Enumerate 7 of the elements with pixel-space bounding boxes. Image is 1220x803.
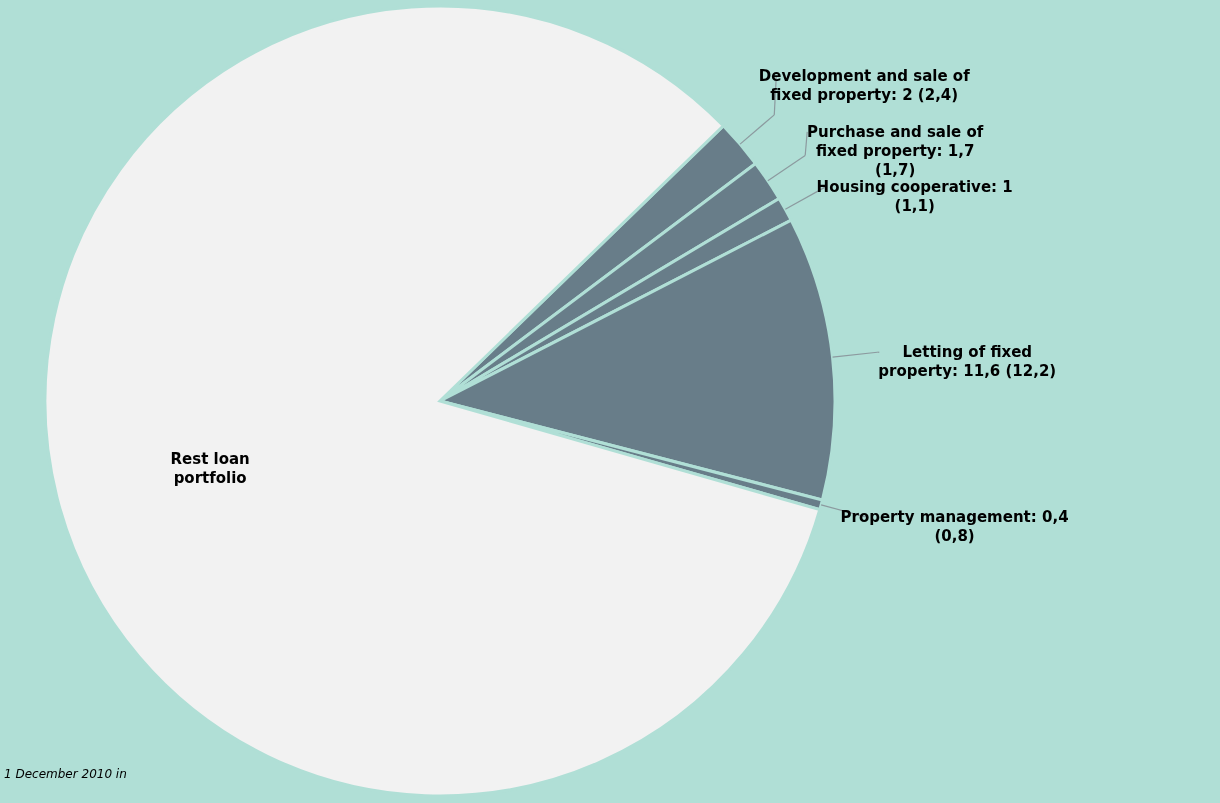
slice-label: Housing cooperative: 1 (1,1) (816, 178, 1013, 216)
text: 1 December 2010 in (4, 767, 127, 781)
slice-label: Development and sale of fixed property: 2 (2,4) (758, 67, 971, 105)
slice-label: Property management: 0,4 (0,8) (840, 507, 1069, 545)
slice-label: Rest loan portfolio (170, 449, 250, 487)
slice-label: Purchase and sale of fixed property: 1,7 (1,7) (807, 122, 984, 179)
slice-label: Letting of fixed property: 11,6 (12,2) (878, 343, 1057, 381)
